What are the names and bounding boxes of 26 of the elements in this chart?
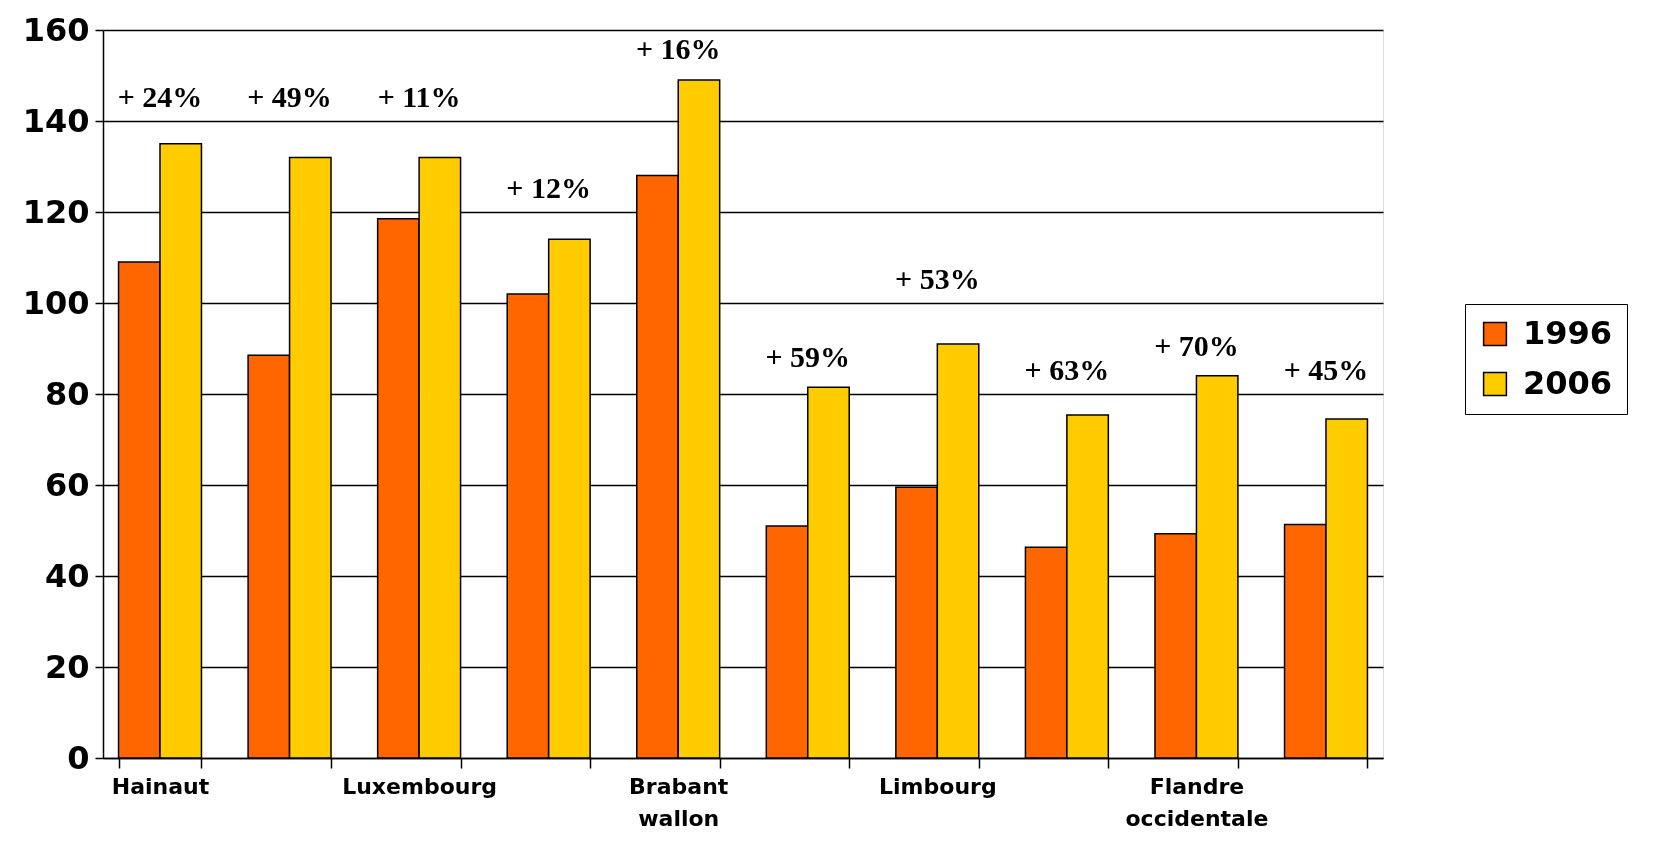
y-tick-label: 40 xyxy=(44,556,90,595)
legend-label: 1996 xyxy=(1523,314,1613,352)
annotation: + 53% xyxy=(895,262,980,295)
legend-label: 2006 xyxy=(1523,364,1613,402)
annotation: + 59% xyxy=(765,340,851,374)
annotation: + 45% xyxy=(1283,353,1369,386)
x-tick-label: Flandre occidentale xyxy=(1125,773,1269,831)
y-tick-label: 60 xyxy=(44,465,90,504)
x-tick-label: Limbourg xyxy=(879,773,997,799)
annotation: + 16% xyxy=(635,32,721,65)
x-tick-label: Luxembourg xyxy=(342,773,498,799)
y-tick-label: 20 xyxy=(44,647,90,686)
y-tick-label: 100 xyxy=(22,283,90,322)
x-tick-label: Brabant wallon xyxy=(629,773,729,831)
annotation: + 63% xyxy=(1024,353,1110,386)
y-tick-label: 160 xyxy=(22,10,90,49)
y-tick-label: 140 xyxy=(22,101,90,140)
annotation: + 70% xyxy=(1154,328,1239,362)
y-tick-label: 0 xyxy=(67,738,90,777)
annotation: + 24% xyxy=(117,80,203,113)
x-tick-label: Hainaut xyxy=(111,773,210,799)
y-tick-label: 80 xyxy=(44,374,90,413)
y-tick-label: 120 xyxy=(22,192,90,231)
annotation: + 12% xyxy=(506,171,591,204)
annotation: + 11% xyxy=(377,80,461,113)
annotation: + 49% xyxy=(247,80,332,113)
